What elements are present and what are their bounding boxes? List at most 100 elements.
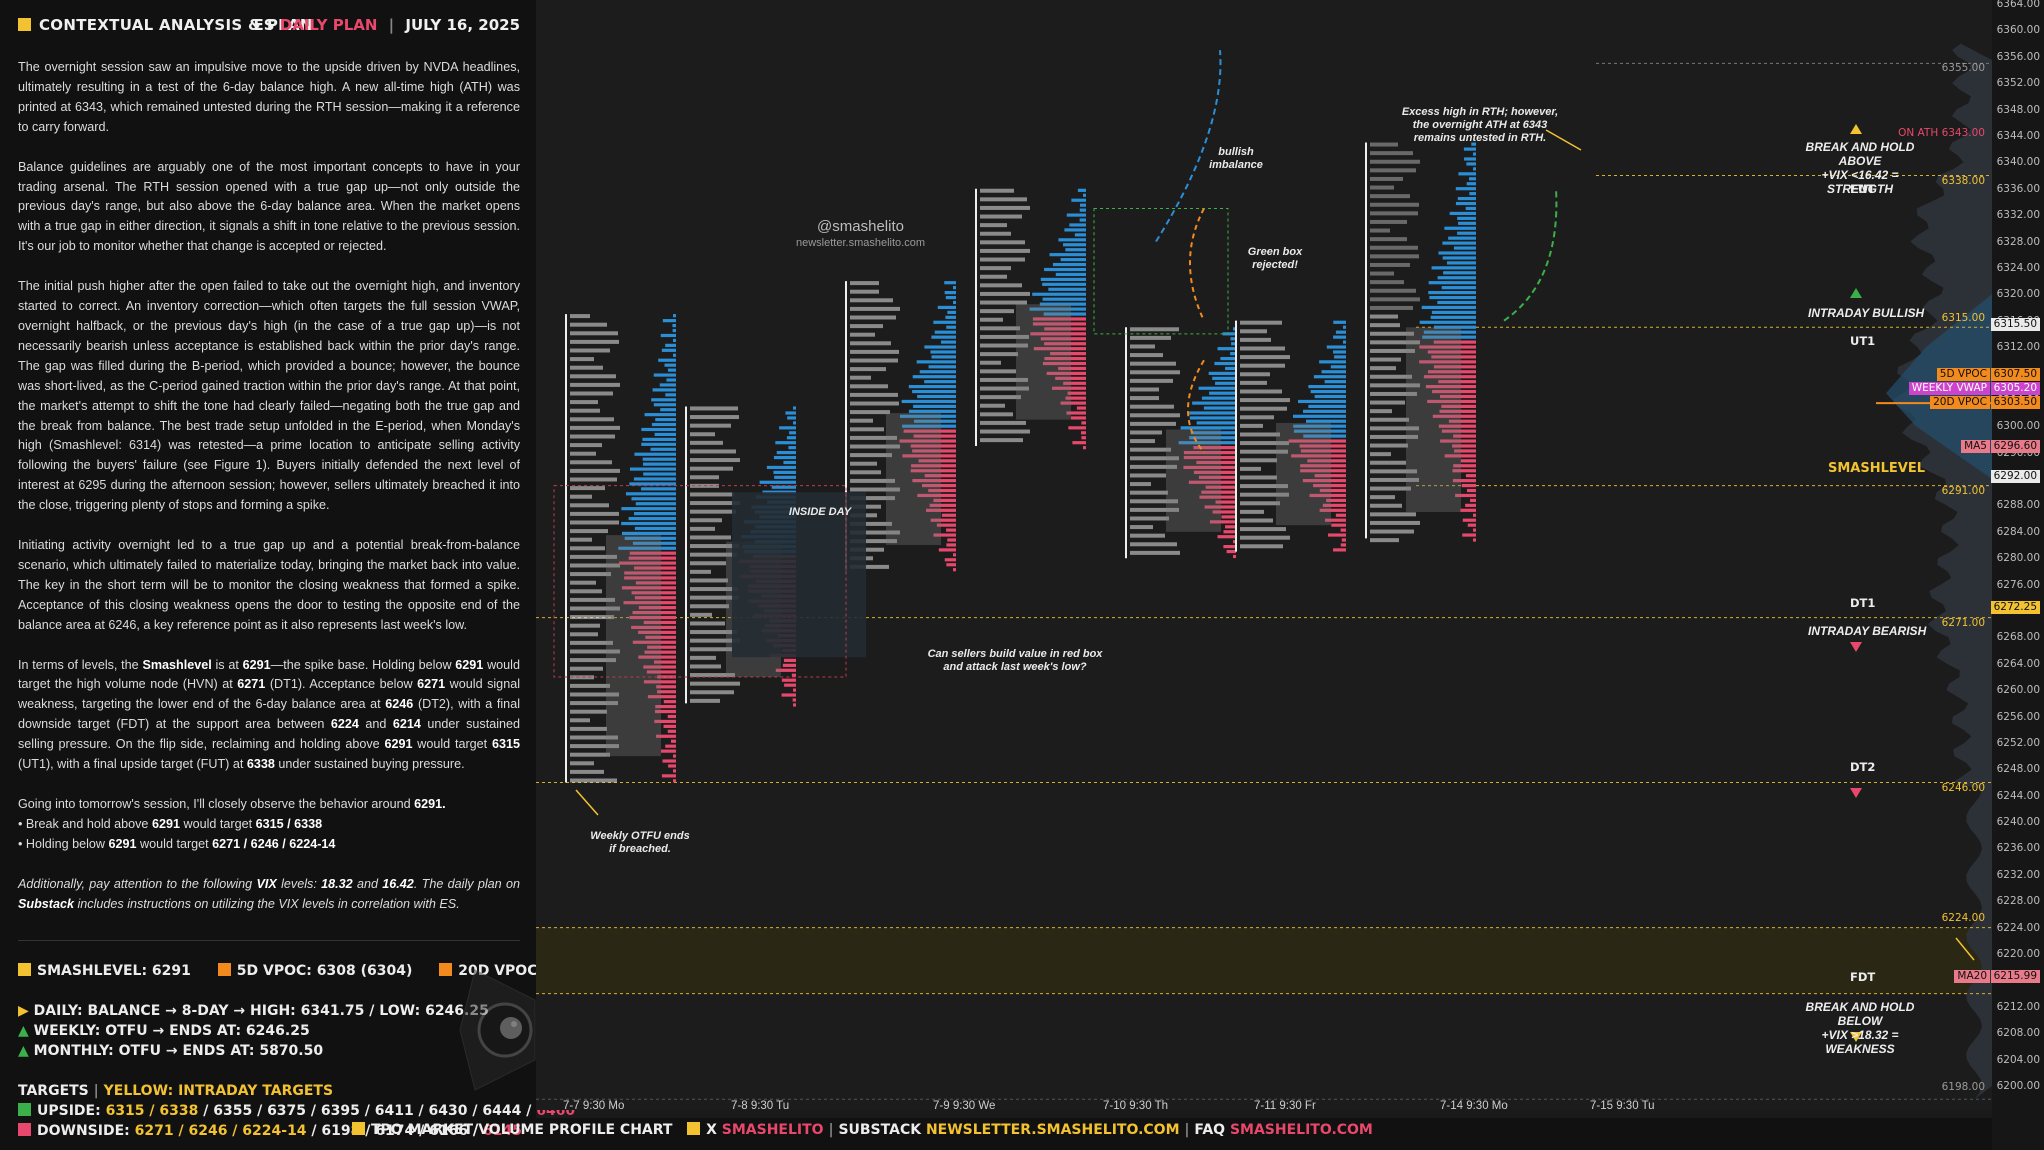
tpo-row xyxy=(570,572,611,577)
y-tick: 6312.00 xyxy=(1996,341,2040,354)
tpo-row xyxy=(1240,380,1267,385)
volume-bar xyxy=(1033,347,1086,351)
tpo-row xyxy=(1370,409,1392,414)
tpo-row xyxy=(850,418,873,423)
tpo-row xyxy=(570,752,610,757)
tpo-row xyxy=(570,425,620,430)
tpo-row xyxy=(570,314,590,319)
volume-bar xyxy=(1220,356,1236,361)
volume-bar xyxy=(1470,498,1476,503)
analysis-text: The overnight session saw an impulsive m… xyxy=(18,58,520,935)
tpo-chart[interactable] xyxy=(536,0,1992,1110)
tpo-row xyxy=(570,391,613,396)
volume-bar xyxy=(910,469,956,473)
weakness-triangle xyxy=(1850,1032,1862,1042)
y-tick: 6252.00 xyxy=(1996,736,2040,749)
volume-bar xyxy=(629,615,676,620)
ut1-label: UT1 xyxy=(1850,334,1876,348)
volume-bar xyxy=(618,546,676,550)
volume-bar xyxy=(773,455,796,460)
volume-bar xyxy=(1335,330,1346,334)
volume-bar xyxy=(666,378,676,382)
y-tick: 6232.00 xyxy=(1996,868,2040,881)
volume-bar xyxy=(1083,193,1086,197)
volume-bar xyxy=(659,383,676,387)
volume-bar xyxy=(656,734,676,738)
volume-bar xyxy=(642,457,676,461)
tpo-row xyxy=(1370,520,1420,525)
volume-bar xyxy=(1214,361,1236,366)
volume-bar xyxy=(1223,545,1236,549)
volume-bar xyxy=(1452,444,1476,448)
volume-bar xyxy=(1448,236,1476,240)
substack-link[interactable]: NEWSLETTER.SMASHELITO.COM xyxy=(925,1122,1180,1138)
tpo-row xyxy=(690,578,728,583)
volume-bar xyxy=(1441,404,1476,409)
volume-bar xyxy=(1441,286,1476,290)
volume-bar xyxy=(1193,470,1236,474)
volume-bar xyxy=(1032,322,1086,326)
volume-bar xyxy=(793,406,796,410)
volume-bar xyxy=(1069,223,1086,227)
tpo-row xyxy=(980,188,1014,193)
volume-bar xyxy=(1077,188,1086,192)
volume-bar xyxy=(1066,213,1086,217)
y-tick: 6356.00 xyxy=(1996,50,2040,63)
volume-bar xyxy=(781,693,796,697)
tpo-row xyxy=(570,460,612,465)
dt2-triangle xyxy=(1850,788,1862,798)
volume-bar xyxy=(1427,399,1476,404)
footer-text: TPO MARKET/VOLUME PROFILE CHART X SMASHE… xyxy=(352,1122,1373,1138)
x-tick: 7-10 9:30 Th xyxy=(1103,1100,1169,1112)
volume-bar xyxy=(1425,385,1476,389)
y-tick: 6256.00 xyxy=(1996,710,2040,723)
tpo-row xyxy=(980,257,1025,262)
yellow-square-icon xyxy=(687,1122,701,1135)
volume-bar xyxy=(1198,475,1236,479)
tpo-row xyxy=(980,438,1023,443)
volume-bar xyxy=(787,416,796,420)
volume-bar xyxy=(908,409,956,413)
fut-label: FUT xyxy=(1850,182,1876,196)
volume-bar xyxy=(1198,386,1236,390)
volume-bar xyxy=(1189,416,1236,420)
tpo-row xyxy=(980,326,1020,331)
tpo-row xyxy=(570,374,616,379)
tpo-row xyxy=(1370,254,1419,259)
tpo-row xyxy=(980,309,1014,314)
volume-bar xyxy=(647,695,676,699)
tpo-row xyxy=(570,658,616,663)
tpo-row xyxy=(570,666,603,671)
volume-bar xyxy=(1302,479,1346,483)
volume-bar xyxy=(776,450,796,455)
tpo-row xyxy=(1130,413,1180,418)
y-tick: 6348.00 xyxy=(1996,103,2040,116)
volume-bar xyxy=(1322,503,1346,507)
volume-bar xyxy=(1422,335,1476,339)
volume-bar xyxy=(929,503,956,507)
faq-link[interactable]: SMASHELITO.COM xyxy=(1229,1122,1373,1138)
volume-bar xyxy=(1430,315,1476,319)
volume-bar xyxy=(1042,297,1086,301)
tpo-row xyxy=(690,518,722,523)
tag-weekly-vwap-value: 6305.20 xyxy=(1990,382,2040,395)
x-handle-link[interactable]: SMASHELITO xyxy=(721,1122,824,1138)
eye-logo-icon xyxy=(459,969,536,1091)
volume-bar xyxy=(1201,396,1236,400)
volume-bar xyxy=(663,724,676,728)
volume-bar xyxy=(1288,439,1346,443)
volume-bar xyxy=(930,518,956,522)
volume-bar xyxy=(1314,394,1346,399)
paragraph-3: The initial push higher after the open f… xyxy=(18,279,520,513)
tpo-row xyxy=(1370,323,1400,328)
volume-bar xyxy=(1432,414,1476,418)
volume-bar xyxy=(660,333,676,338)
bullet-2: • Holding below 6291 would target 6271 /… xyxy=(18,836,336,851)
volume-bar xyxy=(1431,266,1476,270)
volume-bar xyxy=(1310,389,1346,394)
tpo-row xyxy=(1240,398,1290,403)
volume-bar xyxy=(1029,307,1086,311)
volume-bar xyxy=(912,389,956,394)
volume-bar xyxy=(1457,216,1476,220)
volume-bar xyxy=(643,665,676,669)
